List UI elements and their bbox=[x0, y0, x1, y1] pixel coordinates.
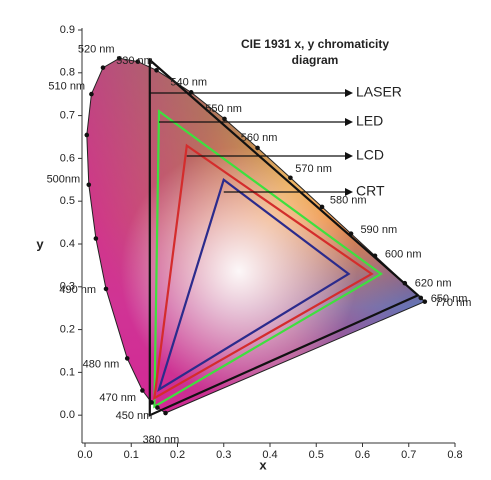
wavelength-label: 600 nm bbox=[385, 248, 422, 260]
wavelength-label: 570 nm bbox=[295, 163, 332, 175]
x-tick-label: 0.6 bbox=[355, 449, 370, 461]
locus-point bbox=[372, 253, 378, 259]
wavelength-label: 580 nm bbox=[330, 195, 367, 207]
arrow-head bbox=[345, 118, 353, 126]
wavelength-label: 620 nm bbox=[415, 278, 452, 290]
locus-point bbox=[84, 132, 90, 138]
locus-point bbox=[418, 295, 424, 301]
wavelength-label: 520 nm bbox=[78, 43, 115, 55]
locus-point bbox=[288, 175, 293, 181]
y-tick-label: 0.8 bbox=[60, 67, 75, 79]
locus-point bbox=[222, 116, 227, 122]
locus-point bbox=[135, 59, 141, 64]
locus-point bbox=[319, 204, 325, 210]
y-tick-label: 0.6 bbox=[60, 152, 75, 164]
x-tick-label: 0.5 bbox=[309, 449, 324, 461]
y-tick-label: 0.4 bbox=[60, 238, 75, 250]
wavelength-label: 470 nm bbox=[99, 392, 136, 404]
locus-point bbox=[154, 67, 159, 73]
y-tick-label: 0.2 bbox=[60, 323, 75, 335]
y-tick-label: 0.1 bbox=[60, 366, 75, 378]
x-tick-label: 0.1 bbox=[124, 449, 139, 461]
arrow-head bbox=[345, 188, 353, 196]
locus-fill bbox=[86, 58, 425, 414]
wavelength-label: 530 nm bbox=[116, 55, 153, 67]
y-axis-label: y bbox=[36, 236, 44, 251]
locus-point bbox=[117, 56, 122, 61]
wavelength-label: 550 nm bbox=[205, 103, 242, 115]
wavelength-label: 500nm bbox=[47, 174, 81, 186]
wavelength-label: 770 nm bbox=[435, 297, 472, 309]
legend-label: LCD bbox=[356, 147, 384, 163]
y-tick-label: 0.9 bbox=[60, 24, 75, 36]
wavelength-label: 510 nm bbox=[48, 80, 85, 92]
locus-point bbox=[93, 236, 99, 241]
locus-point bbox=[86, 182, 92, 188]
locus-point bbox=[188, 90, 194, 95]
y-tick-label: 0.0 bbox=[60, 409, 75, 421]
legend-label: LED bbox=[356, 113, 383, 129]
locus-point bbox=[155, 405, 160, 410]
locus-point bbox=[255, 145, 260, 151]
wavelength-label: 650 nm bbox=[431, 293, 468, 305]
locus-point bbox=[140, 388, 145, 393]
locus-point bbox=[348, 231, 354, 236]
gamut-triangle bbox=[157, 177, 351, 392]
x-tick-label: 0.7 bbox=[401, 449, 416, 461]
x-tick-label: 0.8 bbox=[447, 449, 462, 461]
y-tick-label: 0.5 bbox=[60, 195, 75, 207]
chart-title: diagram bbox=[292, 53, 339, 67]
locus-point bbox=[402, 280, 408, 286]
wavelength-label: 560 nm bbox=[241, 132, 278, 144]
arrow-head bbox=[345, 89, 353, 97]
legend-label: LASER bbox=[356, 84, 402, 100]
legend-label: CRT bbox=[356, 183, 385, 199]
gamut-triangle bbox=[153, 143, 374, 401]
y-tick-label: 0.3 bbox=[60, 281, 75, 293]
x-tick-label: 0.2 bbox=[170, 449, 185, 461]
gamut-triangle bbox=[148, 57, 421, 417]
wavelength-label: 590 nm bbox=[360, 224, 397, 236]
x-tick-label: 0.3 bbox=[216, 449, 231, 461]
locus-point bbox=[422, 299, 428, 304]
wavelength-label: 380 nm bbox=[143, 434, 180, 446]
y-tick-label: 0.7 bbox=[60, 110, 75, 122]
x-tick-label: 0.4 bbox=[262, 449, 277, 461]
locus-point bbox=[100, 65, 106, 70]
locus-point bbox=[149, 400, 154, 405]
locus-point bbox=[103, 286, 109, 292]
wavelength-label: 480 nm bbox=[83, 358, 120, 370]
chart-title: CIE 1931 x, y chromaticity bbox=[241, 37, 389, 51]
locus-point bbox=[89, 91, 94, 97]
locus-point bbox=[124, 356, 130, 361]
wavelength-label: 450 nm bbox=[116, 410, 153, 422]
x-tick-label: 0.0 bbox=[77, 449, 92, 461]
wavelength-label: 540 nm bbox=[170, 77, 207, 89]
x-axis-label: x bbox=[259, 457, 267, 472]
locus-point bbox=[163, 410, 168, 416]
wavelength-label: 490 nm bbox=[59, 284, 96, 296]
arrow-head bbox=[345, 152, 353, 160]
